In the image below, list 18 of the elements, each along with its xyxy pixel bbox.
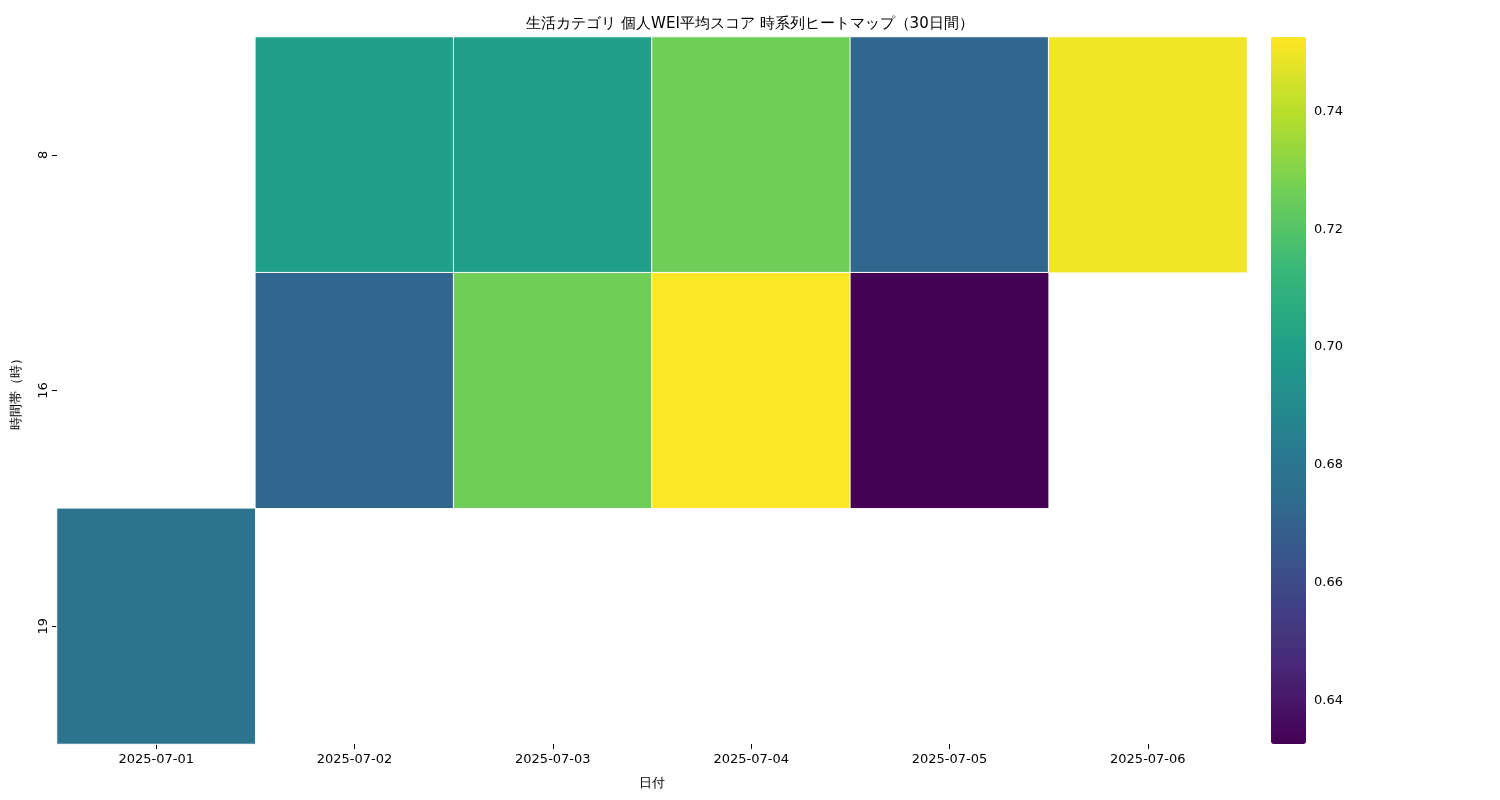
x-axis-title: 日付: [639, 775, 665, 790]
color-bar-label: 0.72: [1314, 220, 1343, 236]
y-tick-label: 16: [35, 382, 50, 399]
x-tick-label: 2025-07-06: [1110, 751, 1186, 766]
y-axis-title: 時間帯（時）: [8, 351, 23, 430]
x-tick-label: 2025-07-03: [515, 751, 591, 766]
x-tick-label: 2025-07-04: [713, 751, 789, 766]
chart-title: 生活カテゴリ 個人WEI平均スコア 時系列ヒートマップ（30日間）: [526, 13, 974, 32]
y-tick-label: 8: [35, 150, 50, 159]
color-bar-label: 0.74: [1314, 102, 1343, 118]
x-tick-label: 2025-07-05: [911, 751, 988, 766]
x-tick-label: 2025-07-01: [118, 751, 194, 766]
x-tick-label: 2025-07-02: [316, 751, 393, 766]
color-bar-label: 0.70: [1314, 338, 1343, 354]
color-bar-label: 0.68: [1314, 456, 1343, 472]
y-tick-label: 19: [35, 617, 50, 635]
color-bar-label: 0.66: [1314, 574, 1343, 590]
color-bar-label: 0.64: [1314, 692, 1343, 708]
